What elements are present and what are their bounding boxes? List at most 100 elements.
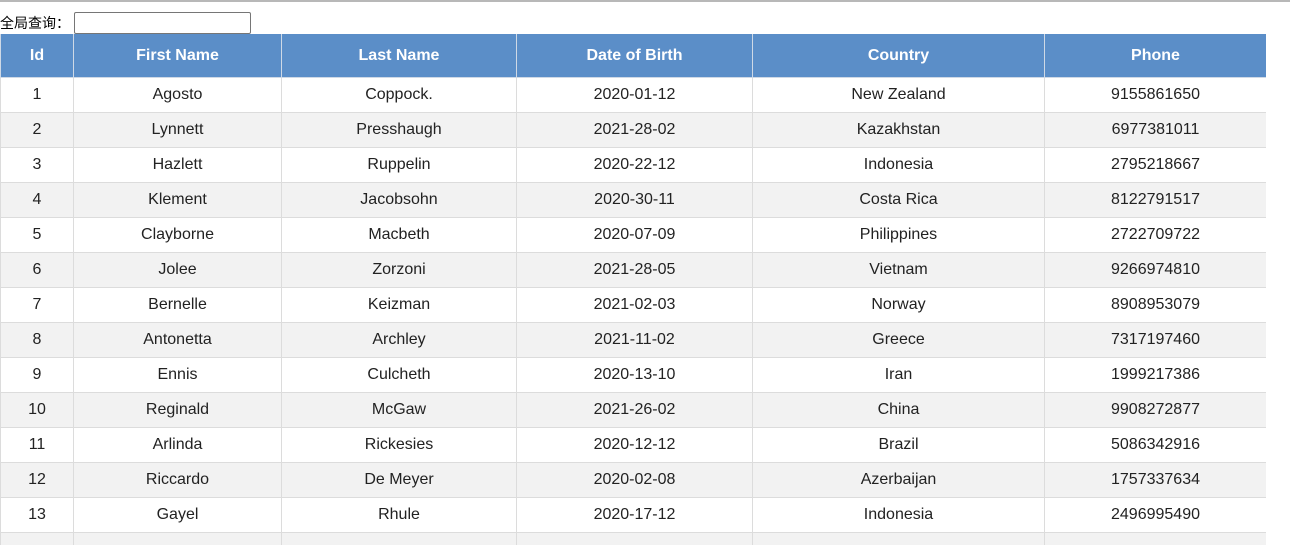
cell-phone: 2722709722 (1044, 217, 1266, 253)
table-row[interactable]: 12 Riccardo De Meyer 2020-02-08 Azerbaij… (0, 462, 1266, 498)
cell-first-name: Jolee (73, 252, 282, 288)
data-grid-container: Id First Name Last Name Date of Birth Co… (0, 34, 1266, 545)
cell-last-name (281, 532, 517, 545)
cell-date-of-birth: 2021-28-05 (516, 252, 753, 288)
cell-country: Vietnam (752, 252, 1045, 288)
cell-country: Azerbaijan (752, 462, 1045, 498)
grid-header-row: Id First Name Last Name Date of Birth Co… (0, 34, 1266, 78)
global-search-input[interactable] (74, 12, 251, 34)
cell-date-of-birth: 2020-17-12 (516, 497, 753, 533)
cell-last-name: De Meyer (281, 462, 517, 498)
cell-last-name: Presshaugh (281, 112, 517, 148)
table-row[interactable]: 13 Gayel Rhule 2020-17-12 Indonesia 2496… (0, 497, 1266, 533)
table-row[interactable]: 4 Klement Jacobsohn 2020-30-11 Costa Ric… (0, 182, 1266, 218)
right-gutter (1266, 34, 1290, 545)
table-row[interactable]: 1 Agosto Coppock. 2020-01-12 New Zealand… (0, 77, 1266, 113)
cell-phone: 1757337634 (1044, 462, 1266, 498)
column-header-first-name[interactable]: First Name (73, 34, 282, 78)
table-row[interactable]: 6 Jolee Zorzoni 2021-28-05 Vietnam 92669… (0, 252, 1266, 288)
cell-first-name (73, 532, 282, 545)
grid-body: 1 Agosto Coppock. 2020-01-12 New Zealand… (0, 77, 1266, 545)
cell-first-name: Lynnett (73, 112, 282, 148)
table-row-partial[interactable] (0, 532, 1266, 545)
cell-phone: 2496995490 (1044, 497, 1266, 533)
cell-id: 8 (0, 322, 74, 358)
column-header-id[interactable]: Id (0, 34, 74, 78)
cell-date-of-birth: 2021-02-03 (516, 287, 753, 323)
cell-country: Iran (752, 357, 1045, 393)
table-row[interactable]: 2 Lynnett Presshaugh 2021-28-02 Kazakhst… (0, 112, 1266, 148)
cell-first-name: Ennis (73, 357, 282, 393)
cell-phone: 6977381011 (1044, 112, 1266, 148)
cell-country: Philippines (752, 217, 1045, 253)
cell-last-name: McGaw (281, 392, 517, 428)
cell-last-name: Jacobsohn (281, 182, 517, 218)
cell-first-name: Klement (73, 182, 282, 218)
cell-last-name: Rickesies (281, 427, 517, 463)
cell-id (0, 532, 74, 545)
cell-first-name: Antonetta (73, 322, 282, 358)
cell-last-name: Archley (281, 322, 517, 358)
cell-last-name: Coppock. (281, 77, 517, 113)
cell-date-of-birth: 2020-07-09 (516, 217, 753, 253)
search-label: 全局查询： (0, 16, 70, 32)
table-row[interactable]: 11 Arlinda Rickesies 2020-12-12 Brazil 5… (0, 427, 1266, 463)
cell-phone: 8908953079 (1044, 287, 1266, 323)
cell-id: 7 (0, 287, 74, 323)
cell-phone: 7317197460 (1044, 322, 1266, 358)
cell-id: 3 (0, 147, 74, 183)
cell-id: 11 (0, 427, 74, 463)
cell-id: 4 (0, 182, 74, 218)
cell-country: Kazakhstan (752, 112, 1045, 148)
cell-date-of-birth: 2020-22-12 (516, 147, 753, 183)
column-header-phone[interactable]: Phone (1044, 34, 1266, 78)
cell-last-name: Ruppelin (281, 147, 517, 183)
cell-country: New Zealand (752, 77, 1045, 113)
cell-id: 5 (0, 217, 74, 253)
cell-country (752, 532, 1045, 545)
cell-phone (1044, 532, 1266, 545)
cell-country: Costa Rica (752, 182, 1045, 218)
cell-date-of-birth: 2020-02-08 (516, 462, 753, 498)
cell-phone: 1999217386 (1044, 357, 1266, 393)
cell-date-of-birth: 2020-30-11 (516, 182, 753, 218)
cell-phone: 9155861650 (1044, 77, 1266, 113)
cell-first-name: Riccardo (73, 462, 282, 498)
cell-phone: 9266974810 (1044, 252, 1266, 288)
cell-first-name: Bernelle (73, 287, 282, 323)
column-header-date-of-birth[interactable]: Date of Birth (516, 34, 753, 78)
cell-id: 9 (0, 357, 74, 393)
table-row[interactable]: 3 Hazlett Ruppelin 2020-22-12 Indonesia … (0, 147, 1266, 183)
cell-country: Indonesia (752, 497, 1045, 533)
column-header-last-name[interactable]: Last Name (281, 34, 517, 78)
table-row[interactable]: 9 Ennis Culcheth 2020-13-10 Iran 1999217… (0, 357, 1266, 393)
cell-first-name: Reginald (73, 392, 282, 428)
cell-country: Indonesia (752, 147, 1045, 183)
cell-date-of-birth (516, 532, 753, 545)
cell-first-name: Clayborne (73, 217, 282, 253)
cell-id: 13 (0, 497, 74, 533)
cell-country: China (752, 392, 1045, 428)
top-divider (0, 0, 1290, 2)
cell-country: Norway (752, 287, 1045, 323)
cell-id: 2 (0, 112, 74, 148)
cell-first-name: Hazlett (73, 147, 282, 183)
table-row[interactable]: 5 Clayborne Macbeth 2020-07-09 Philippin… (0, 217, 1266, 253)
table-row[interactable]: 8 Antonetta Archley 2021-11-02 Greece 73… (0, 322, 1266, 358)
cell-id: 6 (0, 252, 74, 288)
cell-id: 12 (0, 462, 74, 498)
cell-last-name: Keizman (281, 287, 517, 323)
cell-phone: 9908272877 (1044, 392, 1266, 428)
cell-last-name: Zorzoni (281, 252, 517, 288)
table-row[interactable]: 7 Bernelle Keizman 2021-02-03 Norway 890… (0, 287, 1266, 323)
cell-phone: 5086342916 (1044, 427, 1266, 463)
column-header-country[interactable]: Country (752, 34, 1045, 78)
cell-last-name: Rhule (281, 497, 517, 533)
cell-date-of-birth: 2020-01-12 (516, 77, 753, 113)
cell-phone: 2795218667 (1044, 147, 1266, 183)
table-row[interactable]: 10 Reginald McGaw 2021-26-02 China 99082… (0, 392, 1266, 428)
cell-date-of-birth: 2021-28-02 (516, 112, 753, 148)
global-search-bar: 全局查询： (0, 12, 251, 34)
cell-country: Brazil (752, 427, 1045, 463)
cell-last-name: Culcheth (281, 357, 517, 393)
